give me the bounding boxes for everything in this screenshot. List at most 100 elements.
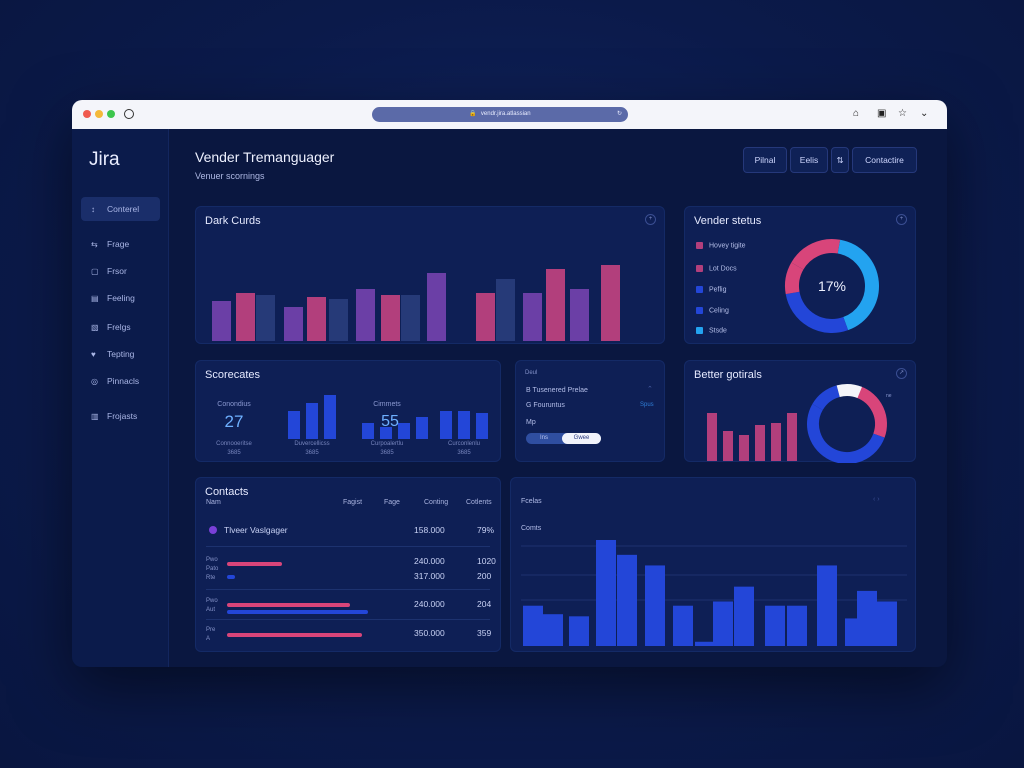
chevron-up-icon[interactable]: ⌃	[647, 386, 653, 393]
chart-bar	[569, 616, 589, 646]
card-title: Scorecates	[205, 369, 261, 381]
view-toggle[interactable]: Ins Gwee	[526, 433, 601, 444]
card-menu-icon[interactable]: +	[896, 214, 907, 225]
toggle-off[interactable]: Ins	[539, 435, 548, 441]
fcelas-card: Fcelas ‹ › Comts	[510, 477, 916, 652]
donut-segment	[807, 404, 885, 463]
row-meta: Pre A	[206, 627, 216, 642]
chart-bar	[307, 297, 326, 341]
contact-percent: 204	[477, 599, 492, 609]
column-header[interactable]: Nam	[206, 499, 221, 506]
chart-bar	[755, 425, 765, 461]
card-title: Dark Curds	[205, 215, 261, 227]
share-icon[interactable]: ⌂	[853, 108, 860, 119]
list-label: Mp	[526, 419, 536, 426]
sidebar-item-label: Conterel	[107, 204, 140, 214]
list-link[interactable]: Spus	[640, 402, 654, 408]
kpi-foot: Connooeritse 3685	[216, 441, 252, 456]
list-item[interactable]: B Tusenered Prelae	[526, 387, 588, 394]
chart-bar	[713, 601, 733, 646]
page-subtitle: Venuer scornings	[195, 171, 265, 181]
header-button-eelis[interactable]: Eelis	[790, 147, 828, 173]
sidebar-item-frojasts[interactable]: ▥ Frojasts	[81, 404, 160, 428]
legend-item[interactable]: Lot Docs	[696, 265, 737, 272]
chart-subtitle: Comts	[521, 525, 542, 532]
card-menu-icon[interactable]: +	[645, 214, 656, 225]
progress-bar	[227, 575, 235, 579]
reload-icon[interactable]	[124, 109, 134, 119]
sidebar-item-frsor[interactable]: ▢ Frsor	[81, 259, 160, 283]
chart-bar	[723, 431, 733, 461]
chart-bar	[739, 435, 749, 461]
sidebar-item-tepting[interactable]: ♥ Tepting	[81, 342, 160, 366]
donut-segment	[791, 239, 841, 270]
sidebar-item-frelgs[interactable]: ▧ Frelgs	[81, 315, 160, 339]
url-bar[interactable]: 🔒 vendr.jira.atlassian ↻	[372, 107, 628, 122]
sidebar: Jira ↕ Conterel ⇆ Frage ▢ Frsor ▤ Feeling ▧ Frelg…	[72, 129, 169, 667]
scorecards-card: Scorecates Conondius 27 Connooeritse 3685…	[195, 360, 501, 462]
legend-swatch	[696, 327, 703, 334]
list-item[interactable]: G Fouruntus	[526, 402, 565, 409]
chart-bar	[256, 295, 275, 341]
header-button-pilnal[interactable]: Pilnal	[743, 147, 787, 173]
contact-name: Tlveer Vaslgager	[224, 525, 288, 535]
chart-bar	[570, 289, 589, 341]
link-icon: ⇆	[91, 240, 98, 249]
legend-swatch	[696, 265, 703, 272]
card-title: Deul	[525, 370, 538, 376]
contact-value: 240.000	[414, 556, 445, 566]
toggle-on[interactable]: Gwee	[562, 433, 601, 444]
sidebar-item-conterel[interactable]: ↕ Conterel	[81, 197, 160, 221]
legend-item[interactable]: Celing	[696, 307, 729, 314]
progress-bar	[227, 633, 362, 637]
column-header[interactable]: Fagist	[343, 499, 363, 506]
pagination-icon[interactable]: ‹ ›	[873, 496, 880, 503]
legend-label: Peflig	[709, 286, 727, 294]
contact-percent: 1020	[477, 556, 496, 566]
chart-bar	[284, 307, 303, 341]
page-icon: ▧	[91, 323, 99, 332]
brand-logo[interactable]: Jira	[89, 149, 120, 170]
maximize-window-button[interactable]	[107, 110, 115, 118]
sidebar-item-pinnacls[interactable]: ◎ Pinnacls	[81, 369, 160, 393]
chart-bar	[458, 411, 470, 439]
dark-curds-card: Dark Curds +	[195, 206, 665, 344]
sidebar-item-feeling[interactable]: ▤ Feeling	[81, 286, 160, 310]
legend-item[interactable]: Peflig	[696, 286, 727, 293]
chart-bar	[329, 299, 348, 341]
bookmark-icon[interactable]: ☆	[898, 108, 907, 119]
progress-bar	[227, 562, 282, 566]
sidebar-item-label: Frojasts	[107, 411, 138, 421]
tabs-icon[interactable]: ▣	[877, 108, 887, 119]
chart-bar	[476, 293, 495, 341]
kpi-foot: Duvercellicss 3685	[294, 441, 330, 456]
column-header[interactable]: Fage	[384, 499, 400, 506]
progress-bar	[227, 603, 350, 607]
reload-url-icon[interactable]: ↻	[616, 111, 622, 117]
minimize-window-button[interactable]	[95, 110, 103, 118]
sort-button[interactable]: ⇅	[831, 147, 849, 173]
chevron-down-icon[interactable]: ⌄	[920, 108, 929, 119]
legend-item[interactable]: Stsde	[696, 327, 727, 334]
donut-badge: ne	[886, 393, 892, 399]
contacts-progress-bars	[227, 562, 368, 637]
legend-swatch	[696, 286, 703, 293]
chart-bar	[695, 641, 715, 646]
card-menu-icon[interactable]: ↗	[896, 368, 907, 379]
sidebar-item-frage[interactable]: ⇆ Frage	[81, 232, 160, 256]
chart-bar	[645, 565, 665, 646]
chart-bar	[596, 540, 616, 646]
donut-segment	[785, 262, 804, 295]
globe-icon: ◎	[91, 377, 98, 386]
avatar	[209, 526, 217, 534]
chart-bar	[476, 413, 488, 439]
legend-item[interactable]: Hovey tigite	[696, 242, 746, 249]
progress-bar	[227, 610, 368, 614]
column-header[interactable]: Cotlents	[466, 499, 492, 506]
chart-bar	[362, 423, 374, 439]
vender-status-card: Vender stetus + Hovey tigite Lot Docs Pefl…	[684, 206, 916, 344]
column-header[interactable]: Conting	[424, 499, 449, 506]
header-button-contactire[interactable]: Contactire	[852, 147, 917, 173]
chart-bar	[356, 289, 375, 341]
close-window-button[interactable]	[83, 110, 91, 118]
